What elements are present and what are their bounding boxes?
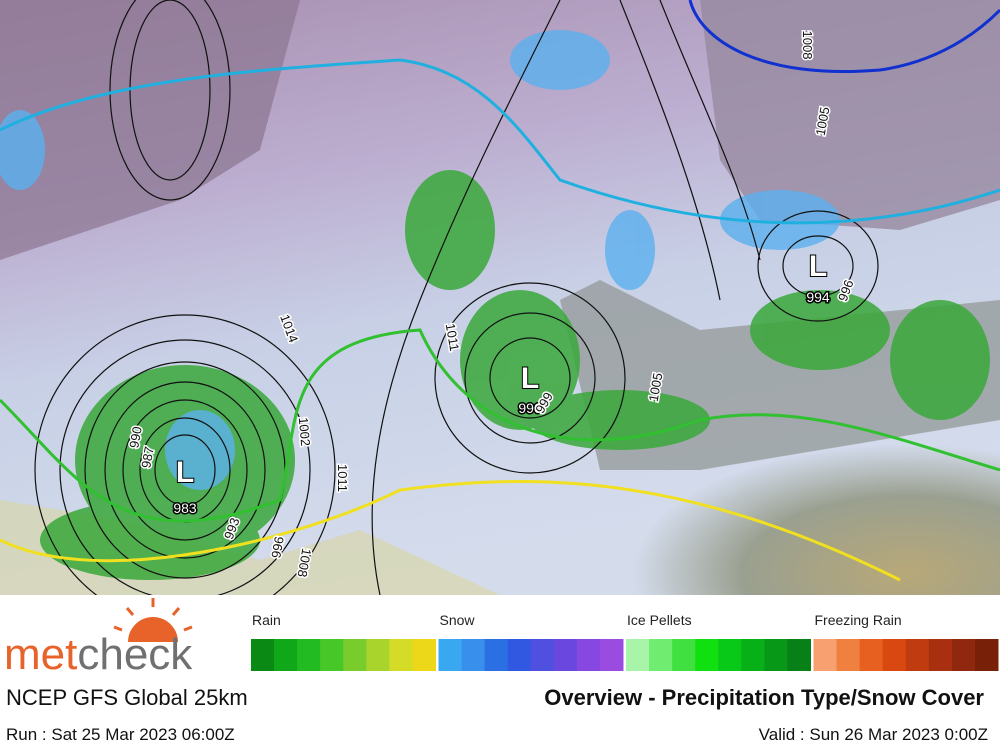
legend-swatch [553, 639, 578, 671]
legend-swatch [530, 639, 555, 671]
model-name: NCEP GFS Global 25km [6, 685, 248, 710]
front-green [0, 328, 1000, 523]
legend-swatch [576, 639, 601, 671]
product-title: Overview - Precipitation Type/Snow Cover [544, 685, 984, 710]
legend-swatch [389, 639, 413, 671]
isobar-label: 996 [268, 535, 287, 559]
legend-swatch [599, 639, 624, 671]
run-time: Run : Sat 25 Mar 2023 06:00Z [6, 725, 235, 744]
precip-snow [0, 30, 840, 490]
legend-swatch [882, 639, 907, 671]
isobar-label: 1002 [296, 417, 313, 447]
logo-met: met [4, 630, 77, 679]
legend-swatch [649, 639, 673, 671]
isobar-label: 1005 [646, 372, 666, 403]
legend-swatch [695, 639, 719, 671]
legend-swatch [412, 639, 436, 671]
legend-swatch [813, 639, 838, 671]
legend-swatch [484, 639, 509, 671]
low-pressure: 994 [806, 289, 830, 305]
legend-swatch [672, 639, 696, 671]
legend-swatch [366, 639, 390, 671]
front-cyan [0, 58, 1000, 225]
low-symbol: L [176, 456, 194, 489]
valid-time: Valid : Sun 26 Mar 2023 0:00Z [759, 725, 988, 744]
legend-swatch [764, 639, 788, 671]
front-yellow [0, 480, 901, 582]
legend-swatch [741, 639, 765, 671]
weather-map: L 983 L 996 L 994 1014 1011 1011 1008 10… [0, 0, 1000, 595]
legend-label: Freezing Rain [815, 612, 902, 628]
legend-swatch [297, 639, 321, 671]
legend-swatch [274, 639, 298, 671]
legend-swatch [905, 639, 930, 671]
low-symbol: L [521, 362, 539, 395]
legend-swatch [507, 639, 532, 671]
greenland [0, 0, 300, 260]
isobar-label: 987 [138, 445, 157, 469]
legend-label: Rain [252, 612, 281, 628]
legend-swatch [974, 639, 999, 671]
logo-check: check [77, 630, 193, 679]
legend-swatch [251, 639, 275, 671]
scandinavia [700, 0, 1000, 230]
isobar-label: 1005 [813, 106, 833, 137]
legend-swatch [626, 639, 650, 671]
legend-swatch [320, 639, 344, 671]
legend-swatch [836, 639, 861, 671]
logo-sun [113, 598, 193, 642]
legend-swatch [461, 639, 486, 671]
low-pressure: 996 [518, 400, 542, 416]
low-pressure: 983 [173, 500, 197, 516]
isobar-label: 1008 [800, 31, 815, 60]
front-blue [688, 0, 1000, 74]
isobar-label: 990 [126, 425, 145, 449]
isobar-label: 1008 [295, 547, 315, 578]
isobar-label: 1011 [335, 464, 350, 492]
logo: metcheck [4, 630, 193, 679]
legend-swatch [343, 639, 367, 671]
legend: Rain Snow Ice Pellets Freezing Rain [251, 612, 999, 671]
legend-swatch [951, 639, 976, 671]
legend-swatch [859, 639, 884, 671]
legend-swatch [928, 639, 953, 671]
footer: metcheck NCEP GFS Global 25km Overview -… [4, 598, 999, 744]
legend-label: Ice Pellets [627, 612, 692, 628]
legend-swatch [718, 639, 742, 671]
legend-label: Snow [440, 612, 476, 628]
low-symbol: L [809, 250, 827, 283]
isobar-label: 1011 [443, 322, 463, 352]
legend-swatch [438, 639, 463, 671]
legend-swatch [787, 639, 811, 671]
